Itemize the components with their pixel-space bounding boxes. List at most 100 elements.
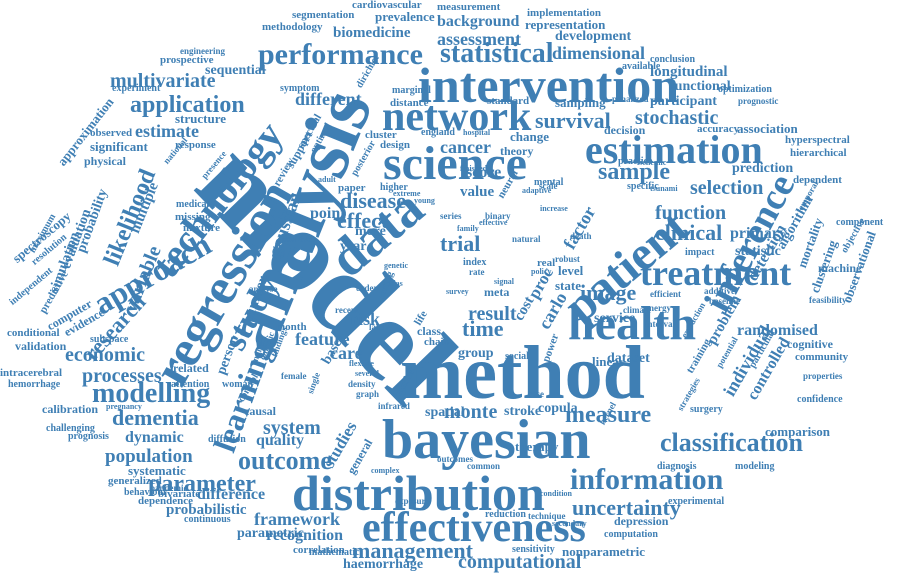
word: calibration <box>42 402 98 416</box>
word: prospective <box>160 54 214 66</box>
word: meta <box>484 285 510 299</box>
word: series <box>440 211 462 221</box>
word: sample <box>598 159 670 185</box>
word: depression <box>614 514 669 528</box>
word: analyse <box>249 284 278 294</box>
word: primary <box>730 225 787 242</box>
word: ischemic <box>637 158 667 167</box>
word: network <box>382 94 532 140</box>
word: related <box>173 361 209 375</box>
word: stochastic <box>635 107 719 129</box>
word: more <box>355 224 386 239</box>
word: survey <box>446 287 469 296</box>
word: optimization <box>718 84 772 95</box>
word: functional <box>670 79 731 94</box>
word: rate <box>469 267 485 277</box>
word: intervention <box>418 57 680 113</box>
word: effectiveness <box>362 505 586 551</box>
word: standard <box>487 95 530 107</box>
word: design <box>380 139 410 151</box>
word: cancer <box>440 137 491 157</box>
word: baseline <box>709 296 741 306</box>
word: available <box>622 61 661 72</box>
word: robust <box>555 254 580 264</box>
word: component <box>836 217 884 228</box>
word: therapy <box>515 439 559 454</box>
word: value <box>460 184 495 200</box>
word: pregnancy <box>106 402 142 411</box>
word: prevalence <box>375 9 435 24</box>
word: challenging <box>46 423 95 434</box>
word: engineering <box>180 46 225 56</box>
word: framework <box>254 509 340 529</box>
word: method <box>400 331 645 415</box>
word: finished <box>460 164 488 173</box>
word: natural <box>512 234 541 244</box>
word: family <box>457 224 479 233</box>
word: health <box>568 297 697 350</box>
word: outcomes <box>437 454 473 464</box>
word: young <box>414 196 435 205</box>
word: association <box>737 121 798 136</box>
word: recent <box>335 305 359 315</box>
word: randomised <box>737 322 818 339</box>
word: response <box>175 139 216 151</box>
word: parametric <box>237 526 304 541</box>
word: condition <box>540 489 573 498</box>
word: group <box>458 346 494 361</box>
word: biomedicine <box>333 25 411 41</box>
word: function <box>655 202 727 224</box>
word: decision <box>604 123 646 137</box>
word: graph <box>356 389 380 399</box>
word: result <box>468 303 517 325</box>
word: measurement <box>437 1 501 13</box>
word: pandemic <box>150 483 188 493</box>
word: order <box>356 283 378 293</box>
word: specific <box>627 181 659 192</box>
word: conditional <box>7 327 60 339</box>
word: policy <box>531 267 552 276</box>
word: positive <box>282 234 312 244</box>
word: treatment <box>640 253 792 293</box>
word: effect <box>337 208 389 233</box>
word: computational <box>458 551 582 573</box>
word: trial <box>440 231 481 256</box>
word: prognostic <box>738 96 779 106</box>
word: exposure <box>395 496 430 506</box>
word: infrared <box>378 401 410 411</box>
word: participant <box>650 94 717 109</box>
word: point <box>310 205 346 222</box>
word: increase <box>540 204 568 213</box>
word: implementation <box>527 7 601 19</box>
word: bivariate <box>158 488 201 500</box>
word: uncertainty <box>572 495 681 520</box>
word: classification <box>660 428 803 457</box>
word: comparison <box>765 424 830 439</box>
word: medical <box>176 199 210 210</box>
word: complex <box>371 466 400 475</box>
word: longitudinal <box>650 64 728 80</box>
word: causal <box>244 404 277 418</box>
word: survival <box>535 108 611 133</box>
word: england <box>421 127 455 138</box>
word: copula <box>538 401 578 416</box>
word: care <box>330 343 363 363</box>
word: experimental <box>668 496 725 507</box>
word: risk <box>350 309 381 329</box>
word: computation <box>604 529 658 540</box>
word: social <box>505 351 529 362</box>
word: score <box>466 164 502 181</box>
word: reduction <box>485 509 526 520</box>
word: estimation <box>585 127 763 172</box>
word: adult <box>318 175 336 184</box>
word: outcome <box>238 446 332 475</box>
word: methodology <box>262 21 323 33</box>
word: modeling <box>735 461 775 472</box>
word: technique <box>528 511 566 521</box>
word: representation <box>525 17 606 32</box>
word: properties <box>803 371 843 381</box>
word: assessment <box>437 29 521 49</box>
word: extreme <box>393 189 421 198</box>
word: modelling <box>92 378 211 409</box>
word: different <box>295 89 362 109</box>
